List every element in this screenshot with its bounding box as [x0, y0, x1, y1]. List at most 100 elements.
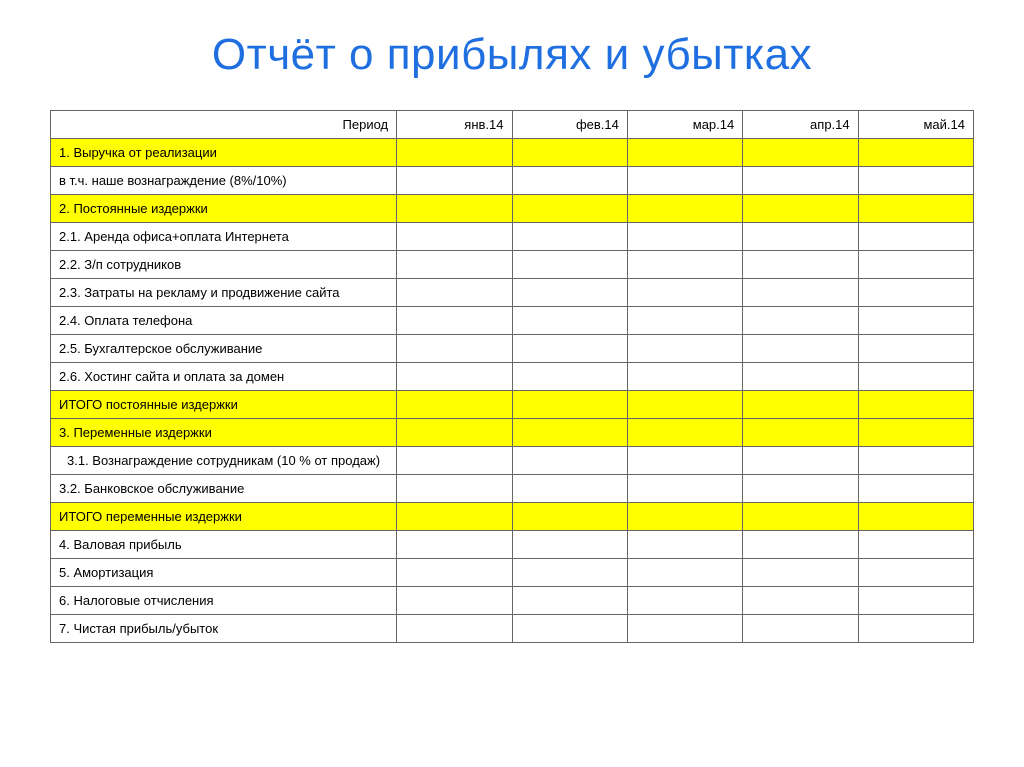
header-month-3: апр.14 — [743, 111, 858, 139]
row-label: 3.2. Банковское обслуживание — [51, 475, 397, 503]
row-value — [627, 615, 742, 643]
row-label: 5. Амортизация — [51, 559, 397, 587]
row-value — [743, 195, 858, 223]
header-month-0: янв.14 — [397, 111, 512, 139]
row-value — [627, 587, 742, 615]
table-row: 1. Выручка от реализации — [51, 139, 974, 167]
row-value — [512, 167, 627, 195]
row-value — [627, 223, 742, 251]
row-value — [512, 615, 627, 643]
row-value — [627, 139, 742, 167]
row-value — [512, 419, 627, 447]
row-value — [858, 251, 973, 279]
row-value — [743, 363, 858, 391]
row-value — [858, 587, 973, 615]
row-value — [397, 223, 512, 251]
page-title: Отчёт о прибылях и убытках — [50, 30, 974, 80]
row-value — [512, 139, 627, 167]
table-row: 7. Чистая прибыль/убыток — [51, 615, 974, 643]
table-row: 3. Переменные издержки — [51, 419, 974, 447]
row-value — [397, 475, 512, 503]
row-value — [397, 139, 512, 167]
row-value — [743, 419, 858, 447]
table-row: ИТОГО постоянные издержки — [51, 391, 974, 419]
row-value — [397, 307, 512, 335]
row-label: 3. Переменные издержки — [51, 419, 397, 447]
row-value — [512, 447, 627, 475]
table-row: 2.1. Аренда офиса+оплата Интернета — [51, 223, 974, 251]
row-value — [858, 335, 973, 363]
row-value — [397, 615, 512, 643]
row-value — [512, 475, 627, 503]
row-value — [743, 587, 858, 615]
row-value — [743, 447, 858, 475]
row-value — [397, 447, 512, 475]
row-value — [627, 503, 742, 531]
row-value — [397, 167, 512, 195]
row-label: ИТОГО постоянные издержки — [51, 391, 397, 419]
row-label: 2.4. Оплата телефона — [51, 307, 397, 335]
row-label: 4. Валовая прибыль — [51, 531, 397, 559]
row-value — [743, 139, 858, 167]
row-value — [858, 447, 973, 475]
row-value — [627, 195, 742, 223]
table-row: 2.6. Хостинг сайта и оплата за домен — [51, 363, 974, 391]
table-row: 2.4. Оплата телефона — [51, 307, 974, 335]
row-value — [858, 167, 973, 195]
row-value — [858, 223, 973, 251]
table-row: 3.2. Банковское обслуживание — [51, 475, 974, 503]
row-label: 7. Чистая прибыль/убыток — [51, 615, 397, 643]
table-row: 4. Валовая прибыль — [51, 531, 974, 559]
slide-container: Отчёт о прибылях и убытках Период янв.14… — [0, 0, 1024, 767]
row-value — [858, 391, 973, 419]
table-row: 6. Налоговые отчисления — [51, 587, 974, 615]
row-value — [397, 335, 512, 363]
profit-loss-table: Период янв.14 фев.14 мар.14 апр.14 май.1… — [50, 110, 974, 643]
row-value — [627, 391, 742, 419]
row-value — [858, 615, 973, 643]
row-value — [512, 363, 627, 391]
row-value — [858, 531, 973, 559]
row-value — [397, 363, 512, 391]
table-header-row: Период янв.14 фев.14 мар.14 апр.14 май.1… — [51, 111, 974, 139]
row-value — [858, 307, 973, 335]
row-value — [627, 559, 742, 587]
table-row: 2.3. Затраты на рекламу и продвижение са… — [51, 279, 974, 307]
table-row: 2. Постоянные издержки — [51, 195, 974, 223]
row-value — [858, 363, 973, 391]
row-label: 2.6. Хостинг сайта и оплата за домен — [51, 363, 397, 391]
row-value — [512, 559, 627, 587]
row-value — [512, 587, 627, 615]
header-month-4: май.14 — [858, 111, 973, 139]
row-value — [743, 503, 858, 531]
row-label: 2.1. Аренда офиса+оплата Интернета — [51, 223, 397, 251]
row-value — [743, 335, 858, 363]
row-value — [512, 391, 627, 419]
row-value — [512, 503, 627, 531]
row-value — [858, 139, 973, 167]
row-value — [743, 307, 858, 335]
row-value — [397, 419, 512, 447]
row-value — [512, 223, 627, 251]
row-value — [512, 307, 627, 335]
row-value — [397, 279, 512, 307]
row-value — [397, 587, 512, 615]
row-value — [627, 167, 742, 195]
row-value — [627, 279, 742, 307]
row-value — [858, 419, 973, 447]
row-value — [743, 615, 858, 643]
row-value — [858, 475, 973, 503]
table-row: 2.5. Бухгалтерское обслуживание — [51, 335, 974, 363]
row-value — [858, 559, 973, 587]
row-value — [627, 335, 742, 363]
row-value — [627, 307, 742, 335]
row-value — [397, 251, 512, 279]
table-row: 3.1. Вознаграждение сотрудникам (10 % от… — [51, 447, 974, 475]
table-row: ИТОГО переменные издержки — [51, 503, 974, 531]
row-value — [743, 223, 858, 251]
row-value — [627, 363, 742, 391]
row-value — [858, 503, 973, 531]
row-value — [743, 531, 858, 559]
row-value — [627, 419, 742, 447]
row-value — [397, 391, 512, 419]
